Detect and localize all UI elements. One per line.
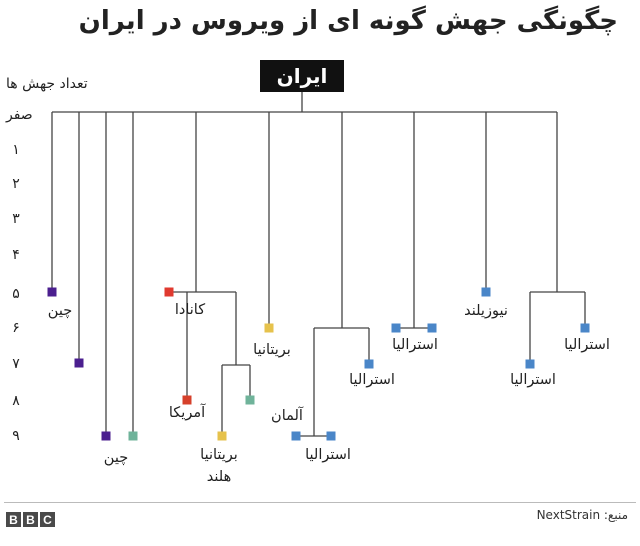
label-new-zealand: نیوزیلند: [464, 303, 508, 319]
leaf-node-usa: [182, 395, 192, 405]
label-canada: کانادا: [174, 302, 206, 318]
bbc-logo: B B C: [6, 512, 55, 527]
leaf-node-britain: [217, 431, 227, 441]
label-britain-netherlands-line1: بریتانیا: [200, 447, 238, 463]
label-australia-e: استرالیا: [564, 337, 610, 353]
leaf-node-australia: [364, 359, 374, 369]
label-australia-d: استرالیا: [510, 372, 556, 388]
leaf-node-china: [74, 358, 84, 368]
tick-label-2: ۲: [12, 176, 20, 192]
tick-label-5: ۵: [12, 286, 20, 302]
leaf-node-germany: [291, 431, 301, 441]
label-australia-a: استرالیا: [305, 447, 351, 463]
bbc-logo-letter: B: [23, 512, 38, 527]
tick-label-7: ۷: [12, 356, 20, 372]
bbc-logo-letter: C: [40, 512, 55, 527]
source-credit: منبع: NextStrain: [536, 508, 628, 522]
axis-title: تعداد جهش ها: [6, 76, 88, 92]
footer-divider: [4, 502, 636, 503]
leaf-node-canada: [164, 287, 174, 297]
tick-label-0: صفر: [6, 107, 33, 123]
leaf-node-australia: [580, 323, 590, 333]
label-china-b: چین: [103, 450, 129, 466]
leaf-node-netherlands: [245, 395, 255, 405]
leaf-node-china: [47, 287, 57, 297]
label-britain: بریتانیا: [253, 342, 291, 358]
tick-label-1: ۱: [12, 142, 20, 158]
root-node-iran: ایران: [260, 60, 344, 92]
tick-label-8: ۸: [12, 393, 20, 409]
tick-label-4: ۴: [12, 247, 20, 263]
label-australia-c: استرالیا: [392, 337, 438, 353]
label-germany: آلمان: [271, 408, 303, 424]
leaf-node-australia: [391, 323, 401, 333]
leaf-node-britain: [264, 323, 274, 333]
label-britain-netherlands-line2: هلند: [206, 469, 232, 485]
leaf-node-china: [101, 431, 111, 441]
leaf-node-australia: [525, 359, 535, 369]
label-china-a: چین: [47, 303, 73, 319]
tick-label-9: ۹: [12, 428, 20, 444]
leaf-node: [128, 431, 138, 441]
label-usa: آمریکا: [168, 405, 206, 421]
tick-label-3: ۳: [12, 211, 20, 227]
tick-label-6: ۶: [12, 320, 20, 336]
chart-title: چگونگی جهش گونه ای از ویروس در ایران: [78, 6, 618, 36]
leaf-node-new-zealand: [481, 287, 491, 297]
label-australia-b: استرالیا: [349, 372, 395, 388]
leaf-node-australia: [427, 323, 437, 333]
leaf-node-australia: [326, 431, 336, 441]
bbc-logo-letter: B: [6, 512, 21, 527]
